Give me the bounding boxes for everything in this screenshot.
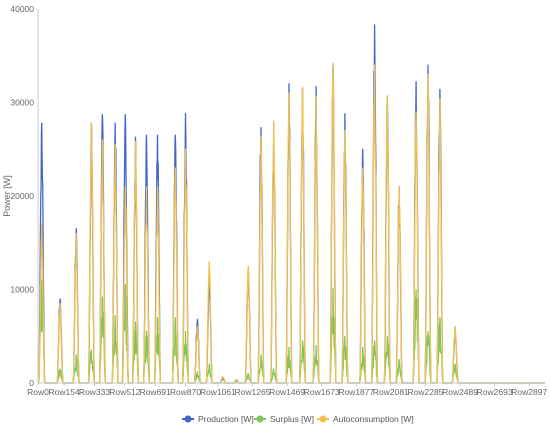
x-tick-label: Row1877 (338, 387, 374, 397)
legend-label-production-w: Production [W] (198, 414, 254, 424)
legend-marker-production-w (184, 415, 192, 423)
x-tick-label: Row1469 (269, 387, 305, 397)
y-tick-label: 20000 (10, 191, 34, 201)
legend-label-surplus-w: Surplus [W] (270, 414, 314, 424)
y-tick-label: 30000 (10, 98, 34, 108)
y-tick-label: 40000 (10, 4, 34, 14)
x-tick-label: Row1061 (200, 387, 236, 397)
x-tick-label: Row2693 (477, 387, 513, 397)
y-axis-title: Power [W] (2, 175, 12, 217)
legend-marker-surplus-w (256, 415, 264, 423)
x-tick-label: Row2897 (511, 387, 547, 397)
x-tick-label: Row154 (49, 387, 80, 397)
x-tick-label: Row691 (140, 387, 171, 397)
x-tick-label: Row0 (27, 387, 49, 397)
x-tick-label: Row2081 (373, 387, 409, 397)
legend-label-autoconsumption-w: Autoconsumption [W] (333, 414, 414, 424)
y-tick-label: 10000 (10, 285, 34, 295)
x-tick-label: Row333 (79, 387, 110, 397)
legend-marker-autoconsumption-w (319, 415, 327, 423)
x-tick-label: Row2285 (407, 387, 443, 397)
x-tick-label: Row1673 (304, 387, 340, 397)
x-tick-label: Row2489 (442, 387, 478, 397)
x-tick-label: Row1265 (235, 387, 271, 397)
plot-area (38, 24, 545, 384)
x-tick-label: Row512 (109, 387, 140, 397)
y-tick-label: 0 (29, 378, 34, 388)
x-tick-label: Row870 (170, 387, 201, 397)
legend: Production [W] Surplus [W] Autoconsumption… (182, 414, 414, 424)
